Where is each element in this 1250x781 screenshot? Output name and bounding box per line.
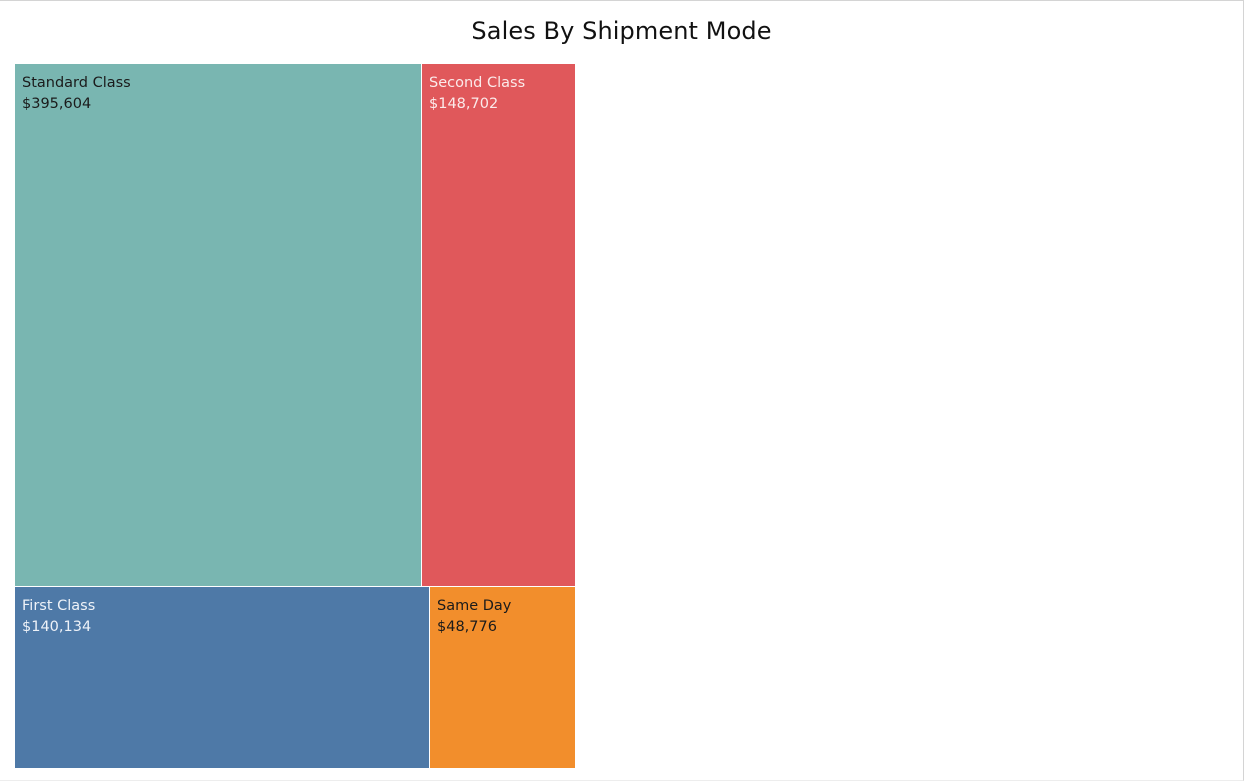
tile-value-standard-class: $395,604 [22,96,92,112]
treemap: Standard Class $395,604 Second Class $148,7… [15,64,575,768]
tile-label-standard-class: Standard Class [22,75,131,91]
tile-label-second-class: Second Class [429,75,526,91]
tile-label-first-class: First Class [22,598,96,614]
tile-value-first-class: $140,134 [22,619,92,635]
tile-value-same-day: $48,776 [437,619,497,635]
chart-title: Sales By Shipment Mode [471,17,772,45]
treemap-tile-first-class[interactable]: First Class $140,134 [15,587,429,768]
treemap-tile-standard-class[interactable]: Standard Class $395,604 [15,64,421,586]
tile-value-second-class: $148,702 [429,96,499,112]
treemap-tile-second-class[interactable]: Second Class $148,702 [422,64,575,586]
treemap-tile-same-day[interactable]: Same Day $48,776 [430,587,575,768]
tile-label-same-day: Same Day [437,598,512,614]
